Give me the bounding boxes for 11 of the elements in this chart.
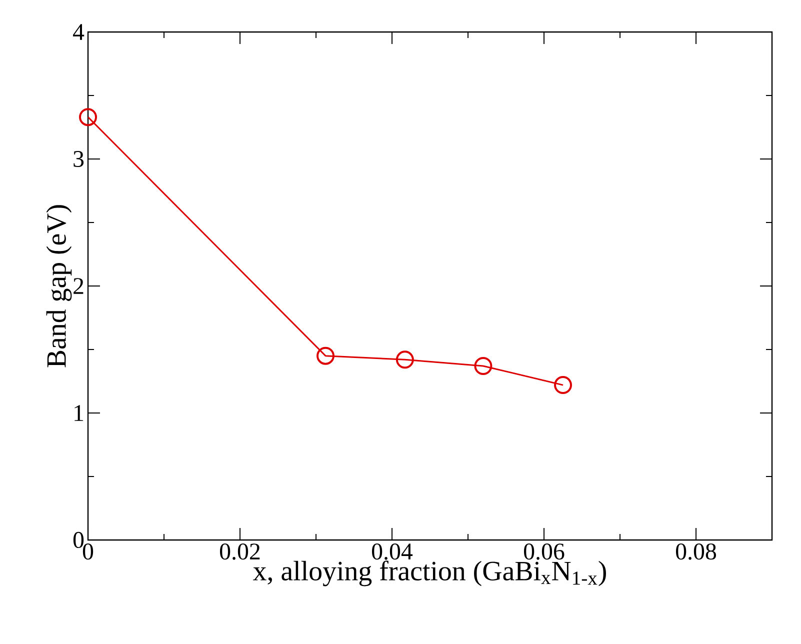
y-tick-label: 0 <box>73 532 84 548</box>
x-tick-label: 0.02 <box>220 544 260 560</box>
x-tick-label: 0.08 <box>676 544 716 560</box>
x-tick-label: 0.04 <box>372 544 413 560</box>
y-tick-label: 1 <box>74 405 84 421</box>
y-axis-title: Band gap (eV) <box>46 205 72 368</box>
x-tick-label: 0.06 <box>524 544 564 560</box>
y-tick-label: 3 <box>74 150 84 168</box>
y-tick-label: 4 <box>73 24 84 40</box>
x-axis-title: x, alloying fraction (GaBi$_{x}$N$_{1-x}$) <box>253 560 606 586</box>
y-tick-label: 2 <box>74 278 84 294</box>
